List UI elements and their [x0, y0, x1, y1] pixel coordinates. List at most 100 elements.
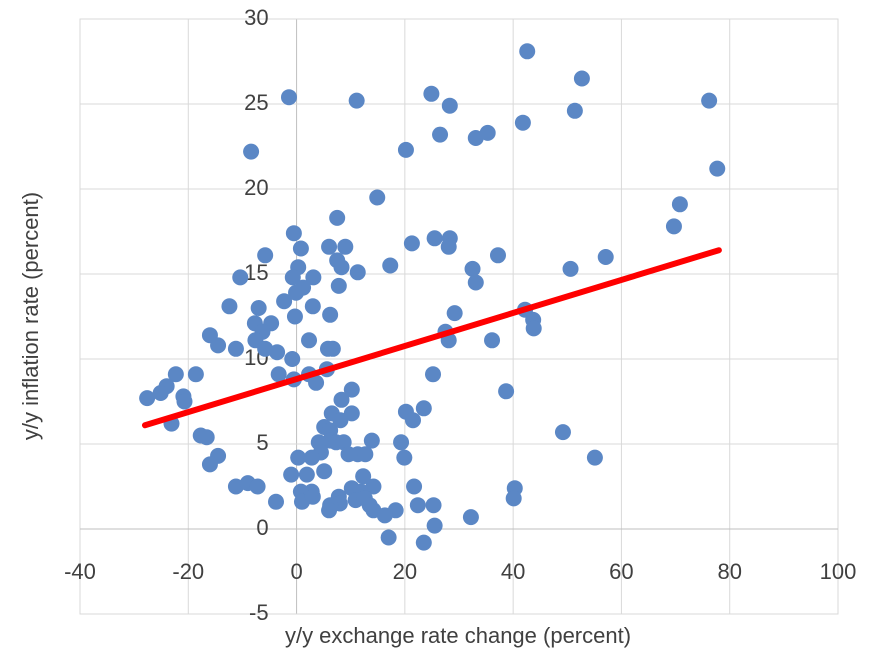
point	[432, 126, 449, 143]
point	[332, 412, 349, 429]
x-tick-label: 40	[501, 559, 525, 584]
point	[295, 279, 312, 296]
point	[343, 381, 360, 398]
y-axis-title: y/y inflation rate (percent)	[18, 192, 43, 440]
point	[187, 366, 204, 383]
point	[426, 517, 443, 534]
point	[403, 235, 420, 252]
point	[329, 252, 346, 269]
point	[304, 488, 321, 505]
point	[333, 391, 350, 408]
point	[519, 43, 536, 60]
point	[284, 269, 301, 286]
point	[425, 366, 442, 383]
point	[597, 249, 614, 265]
point	[701, 92, 718, 109]
point	[243, 143, 260, 160]
point	[397, 141, 414, 158]
point	[292, 240, 309, 257]
point	[232, 269, 249, 286]
point	[321, 502, 338, 519]
point	[514, 114, 531, 131]
point	[349, 264, 366, 281]
point	[227, 340, 244, 357]
point	[250, 300, 267, 316]
point	[464, 260, 481, 277]
point	[573, 70, 590, 87]
point	[167, 366, 184, 383]
point	[376, 507, 393, 524]
point	[586, 449, 603, 466]
point	[301, 332, 318, 349]
point	[415, 400, 432, 417]
y-tick-label: 15	[244, 260, 268, 285]
point	[355, 468, 372, 485]
point	[425, 497, 442, 514]
point	[393, 434, 410, 451]
x-tick-label: 0	[290, 559, 302, 584]
point	[284, 351, 301, 367]
point	[525, 320, 542, 337]
point	[441, 97, 458, 114]
point	[396, 449, 413, 466]
point	[269, 344, 286, 361]
point	[479, 124, 496, 141]
point	[308, 374, 325, 391]
x-tick-label: -20	[172, 559, 204, 584]
point	[267, 493, 284, 510]
point	[665, 218, 682, 235]
point	[671, 196, 688, 213]
x-tick-label: -40	[64, 559, 96, 584]
point	[276, 293, 293, 310]
point	[286, 308, 303, 325]
y-tick-label: -5	[249, 600, 269, 625]
point	[382, 257, 399, 274]
point	[357, 446, 374, 463]
y-tick-label: 25	[244, 90, 268, 115]
point	[198, 429, 215, 446]
point	[304, 298, 321, 315]
point	[426, 230, 443, 247]
y-tick-label: 0	[256, 515, 268, 540]
point	[369, 189, 386, 206]
point	[249, 478, 266, 495]
point	[283, 466, 300, 483]
point	[329, 209, 346, 226]
point	[404, 412, 421, 429]
x-tick-label: 20	[393, 559, 417, 584]
point	[324, 340, 341, 357]
x-tick-label: 100	[820, 559, 857, 584]
point	[554, 424, 571, 441]
point	[365, 478, 382, 495]
point	[257, 247, 274, 264]
point	[210, 337, 227, 354]
point	[290, 449, 307, 466]
point	[467, 274, 484, 291]
point	[462, 509, 479, 526]
point	[303, 449, 320, 466]
point	[415, 534, 432, 551]
trend-line	[141, 247, 722, 429]
point	[201, 456, 218, 473]
point	[361, 497, 378, 514]
point	[330, 277, 347, 294]
point	[409, 497, 426, 514]
point	[176, 393, 193, 410]
point	[305, 269, 322, 286]
point	[406, 478, 423, 495]
point	[280, 89, 297, 106]
x-tick-label: 80	[717, 559, 741, 584]
point	[562, 260, 579, 277]
point	[348, 92, 365, 109]
point	[139, 390, 156, 407]
y-tick-label: 5	[256, 430, 268, 455]
y-tick-label: 20	[244, 175, 268, 200]
point	[440, 238, 457, 255]
point	[380, 529, 397, 546]
x-tick-label: 60	[609, 559, 633, 584]
point	[498, 383, 515, 400]
point	[709, 160, 726, 177]
point	[363, 432, 380, 449]
